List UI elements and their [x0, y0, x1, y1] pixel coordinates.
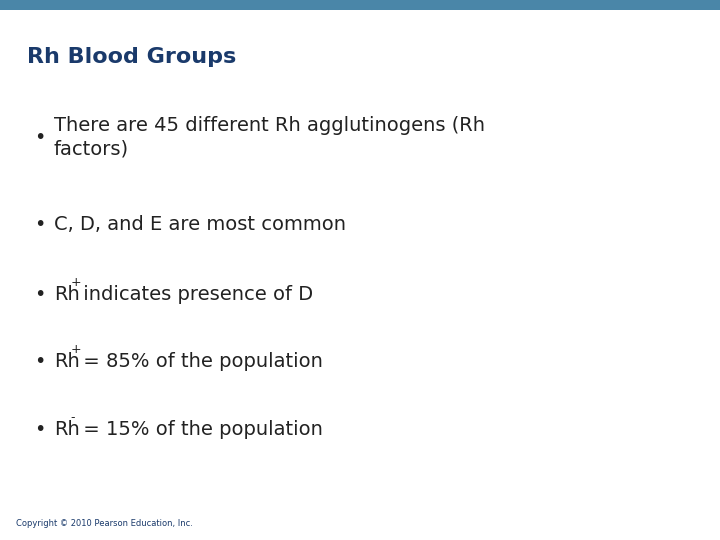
Text: •: • [34, 285, 45, 304]
Text: •: • [34, 214, 45, 234]
Text: •: • [34, 352, 45, 372]
Text: Rh: Rh [54, 420, 80, 439]
FancyBboxPatch shape [0, 0, 720, 10]
Text: Rh Blood Groups: Rh Blood Groups [27, 46, 237, 67]
Text: C, D, and E are most common: C, D, and E are most common [54, 214, 346, 234]
Text: -: - [71, 411, 76, 424]
Text: +: + [71, 343, 81, 356]
Text: +: + [71, 276, 81, 289]
Text: Rh: Rh [54, 352, 80, 372]
Text: indicates presence of D: indicates presence of D [76, 285, 312, 304]
Text: •: • [34, 420, 45, 439]
Text: •: • [34, 128, 45, 147]
Text: = 85% of the population: = 85% of the population [76, 352, 323, 372]
Text: Copyright © 2010 Pearson Education, Inc.: Copyright © 2010 Pearson Education, Inc. [16, 519, 193, 528]
Text: There are 45 different Rh agglutinogens (Rh
factors): There are 45 different Rh agglutinogens … [54, 117, 485, 159]
Text: Rh: Rh [54, 285, 80, 304]
Text: = 15% of the population: = 15% of the population [76, 420, 323, 439]
